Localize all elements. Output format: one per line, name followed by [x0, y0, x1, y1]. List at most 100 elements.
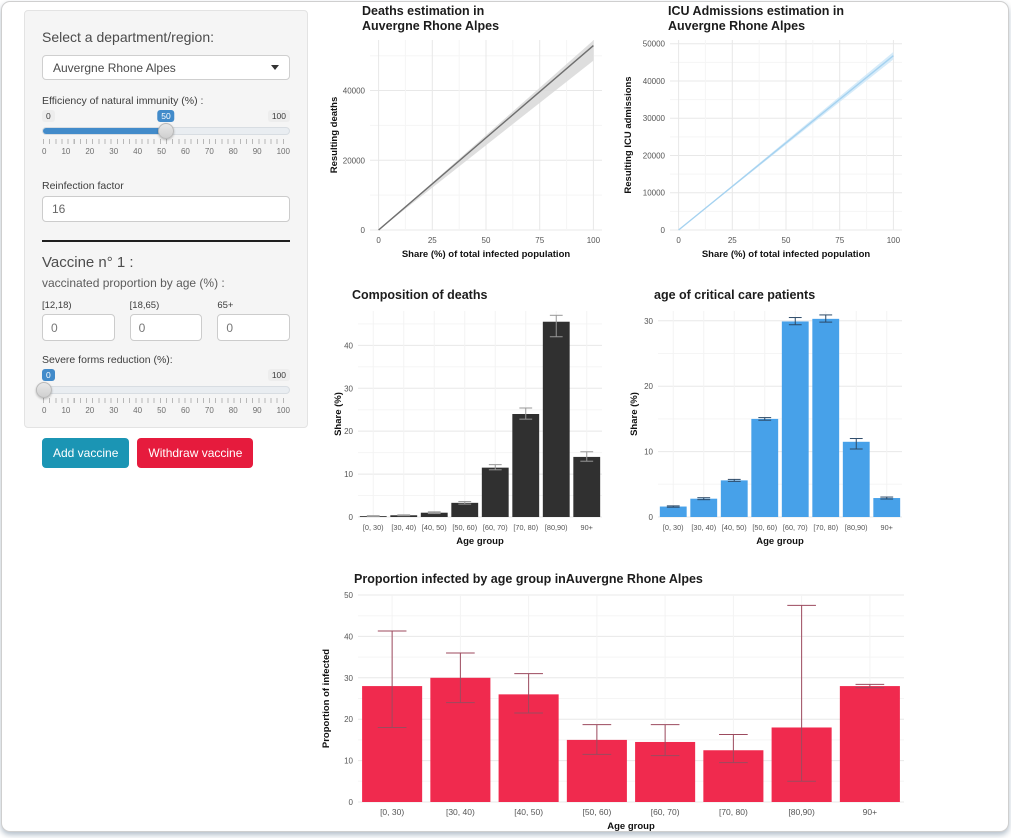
slider-tickmarks [43, 398, 289, 403]
svg-text:100: 100 [887, 236, 901, 245]
slider-min-badge: 0 [42, 110, 55, 122]
add-vaccine-button[interactable]: Add vaccine [42, 438, 130, 468]
svg-text:20000: 20000 [643, 151, 666, 160]
svg-text:[40, 50): [40, 50) [514, 807, 543, 817]
svg-text:[30, 40): [30, 40) [446, 807, 475, 817]
vaccine-subtitle: vaccinated proportion by age (%) : [42, 276, 225, 290]
slider-tick-labels: 0 10 20 30 40 50 60 70 80 90 100 [42, 406, 290, 415]
svg-text:[40, 50): [40, 50) [422, 523, 447, 532]
svg-text:50: 50 [344, 591, 353, 600]
age-inputs-row: [12,18) [18,65) 65+ [42, 300, 291, 341]
region-select-value: Auvergne Rhone Alpes [53, 60, 176, 75]
svg-text:[60, 70): [60, 70) [483, 523, 508, 532]
svg-text:20: 20 [344, 715, 353, 724]
svg-text:[30, 40): [30, 40) [691, 523, 716, 532]
slider-handle[interactable] [158, 123, 174, 139]
svg-text:[50, 60): [50, 60) [752, 523, 777, 532]
svg-text:Share (%) of total infected po: Share (%) of total infected population [402, 249, 571, 260]
icu-admissions-chart: ICU Admissions estimation in Auvergne Rh… [622, 4, 914, 267]
svg-text:20: 20 [344, 427, 353, 436]
chevron-down-icon [271, 65, 279, 70]
reinfection-label: Reinfection factor [42, 180, 124, 192]
chart-title: Auvergne Rhone Alpes [668, 19, 806, 33]
svg-text:Share (%) of total infected po: Share (%) of total infected population [702, 249, 871, 260]
svg-text:40: 40 [344, 341, 353, 350]
withdraw-vaccine-button[interactable]: Withdraw vaccine [137, 438, 254, 468]
svg-text:0: 0 [649, 513, 654, 522]
chart-title: age of critical care patients [654, 288, 816, 302]
svg-text:25: 25 [728, 236, 737, 245]
svg-text:[70, 80): [70, 80) [513, 523, 538, 532]
critical-care-chart-plot: [0, 30) [30, 40) [40, 50) [50, 60) [60, 70) [… [629, 311, 902, 547]
proportion-infected-chart: Proportion infected by age group inAuver… [320, 572, 914, 832]
svg-text:10000: 10000 [643, 189, 666, 198]
age-input-label: 65+ [217, 300, 234, 311]
svg-text:90+: 90+ [863, 807, 877, 817]
composition-of-deaths-chart: Composition of deaths [0, 30) [30, 40) [40… [332, 288, 614, 558]
composition-chart-plot: [0, 30) [30, 40) [40, 50) [50, 60) [60, 70) [… [333, 311, 602, 547]
svg-text:0: 0 [349, 513, 354, 522]
immunity-slider[interactable]: 0 100 50 0 10 20 30 40 50 60 70 80 90 100 [42, 110, 290, 165]
chart-title: Proportion infected by age group inAuver… [354, 572, 703, 586]
svg-text:30: 30 [344, 674, 353, 683]
slider-tick-labels: 0 10 20 30 40 50 60 70 80 90 100 [42, 147, 290, 156]
svg-text:Age group: Age group [756, 536, 804, 547]
section-divider [42, 240, 290, 242]
age-input-12-18[interactable] [42, 314, 115, 341]
svg-text:20000: 20000 [343, 156, 366, 165]
chart-title: ICU Admissions estimation in [668, 4, 844, 18]
svg-text:75: 75 [835, 236, 844, 245]
age-input-65plus[interactable] [217, 314, 291, 341]
svg-text:[0, 30): [0, 30) [363, 523, 384, 532]
svg-text:Age group: Age group [456, 536, 504, 547]
immunity-slider-label: Efficiency of natural immunity (%) : [42, 95, 204, 107]
svg-text:Share (%): Share (%) [333, 392, 344, 436]
slider-track[interactable] [42, 386, 290, 394]
svg-text:[60, 70): [60, 70) [651, 807, 680, 817]
svg-text:Resulting ICU admissions: Resulting ICU admissions [623, 76, 634, 193]
chart-title: Deaths estimation in [362, 4, 485, 18]
svg-text:50: 50 [482, 236, 491, 245]
age-input-18-65[interactable] [129, 314, 203, 341]
svg-text:Resulting deaths: Resulting deaths [329, 97, 340, 174]
slider-max-badge: 100 [267, 369, 290, 381]
deaths-estimation-chart: Deaths estimation in Auvergne Rhone Alpe… [328, 4, 614, 267]
svg-text:30000: 30000 [643, 114, 666, 123]
slider-value-badge: 0 [42, 369, 55, 381]
svg-text:90+: 90+ [881, 523, 893, 532]
svg-text:50: 50 [782, 236, 791, 245]
svg-text:0: 0 [661, 226, 666, 235]
proportion-infected-chart-plot: [0, 30) [30, 40) [40, 50) [50, 60) [60, 70) [… [321, 591, 904, 832]
svg-text:[50, 60): [50, 60) [452, 523, 477, 532]
region-select[interactable]: Auvergne Rhone Alpes [42, 55, 290, 80]
age-col-18-65: [18,65) [129, 300, 203, 341]
svg-text:[40, 50): [40, 50) [722, 523, 747, 532]
svg-text:[70, 80): [70, 80) [813, 523, 838, 532]
svg-text:Age group: Age group [607, 821, 655, 832]
chart-title: Composition of deaths [352, 288, 488, 302]
svg-text:30: 30 [344, 384, 353, 393]
region-select-label: Select a department/region: [42, 29, 214, 45]
vaccine-title: Vaccine n° 1 : [42, 254, 134, 271]
svg-text:25: 25 [428, 236, 437, 245]
slider-max-badge: 100 [267, 110, 290, 122]
svg-text:[80,90): [80,90) [788, 807, 815, 817]
svg-text:[30, 40): [30, 40) [391, 523, 416, 532]
age-input-label: [12,18) [42, 300, 72, 311]
svg-text:0: 0 [361, 226, 366, 235]
reinfection-input[interactable] [42, 196, 290, 222]
slider-value-badge: 50 [157, 110, 175, 122]
svg-text:0: 0 [349, 798, 354, 807]
svg-text:90+: 90+ [581, 523, 593, 532]
icu-chart-plot: 0 25 50 75 100 0 10000 20000 30000 40000 50000 Shar… [623, 40, 902, 260]
svg-text:0: 0 [676, 236, 681, 245]
svg-text:[50, 60): [50, 60) [582, 807, 611, 817]
svg-text:50000: 50000 [643, 40, 666, 49]
critical-care-age-chart: age of critical care patients [0, 30) [30… [628, 288, 912, 558]
slider-handle[interactable] [35, 382, 52, 398]
svg-text:[80,90): [80,90) [545, 523, 568, 532]
svg-text:[0, 30): [0, 30) [380, 807, 404, 817]
svg-text:100: 100 [587, 236, 601, 245]
severe-slider[interactable]: 0 100 0 10 20 30 40 50 60 70 80 90 100 [35, 369, 290, 424]
